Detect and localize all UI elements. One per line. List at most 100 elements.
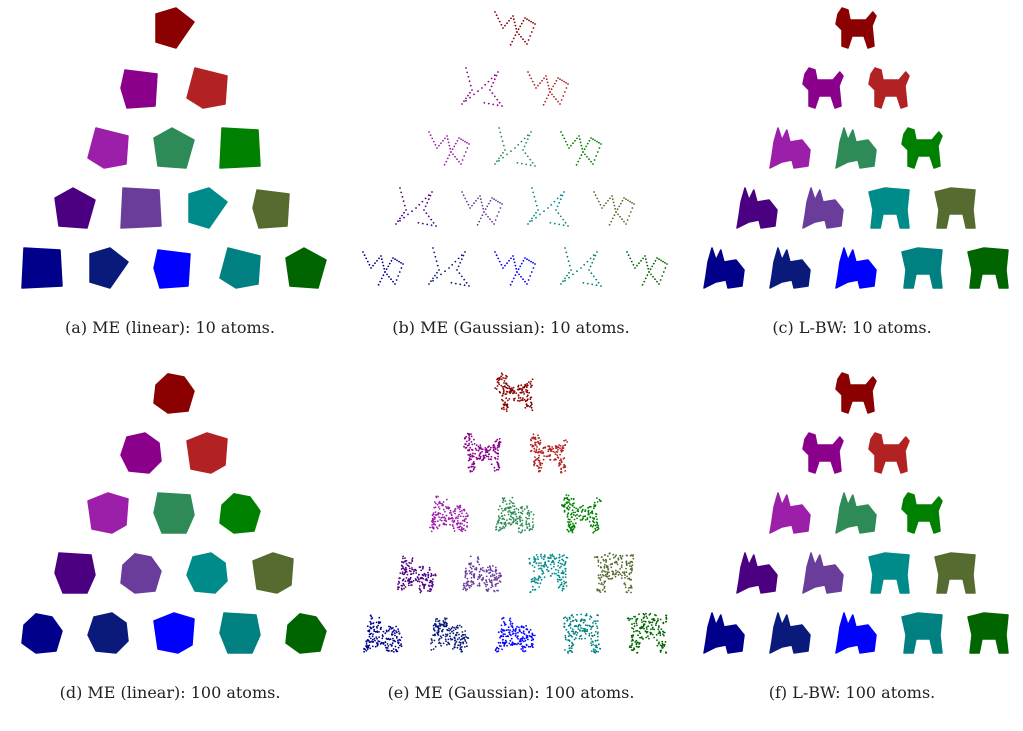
barycenter-shape-r4-c1 — [736, 187, 778, 229]
subfigure-c: (c) L-BW: 10 atoms. — [682, 0, 1022, 365]
barycenter-shape-r5-c3 — [494, 251, 536, 286]
barycenter-shape-r2-c1 — [463, 432, 502, 473]
barycenter-shape-r3-c1 — [769, 127, 811, 169]
barycenter-shape-r2-c1 — [802, 432, 844, 474]
barycenter-shape-r3-c2 — [153, 492, 195, 534]
subfigure-caption: (d) ME (linear): 100 atoms. — [59, 683, 281, 702]
barycenter-shape-r2-c2 — [186, 67, 228, 109]
barycenter-shape-r5-c2 — [769, 247, 811, 289]
barycenter-shape-r5-c1 — [21, 247, 63, 289]
barycenter-shape-r4-c1 — [395, 187, 437, 227]
barycenter-shape-r4-c3 — [527, 187, 569, 227]
barycenter-shape-r2-c1 — [120, 432, 162, 474]
barycenter-shape-r5-c1 — [362, 251, 404, 286]
barycenter-pyramid — [362, 11, 668, 287]
barycenter-shape-r4-c3 — [868, 552, 910, 594]
barycenter-shape-r2-c1 — [802, 67, 844, 109]
barycenter-shape-r5-c2 — [89, 247, 129, 289]
barycenter-shape-r5-c5 — [967, 247, 1009, 289]
barycenter-shape-r5-c4 — [219, 612, 261, 654]
barycenter-shape-r3-c3 — [561, 494, 602, 534]
barycenter-shape-r4-c4 — [593, 191, 635, 226]
barycenter-shape-r5-c4 — [562, 613, 602, 654]
barycenter-shape-r3-c1 — [769, 492, 811, 534]
subfigure-caption: (b) ME (Gaussian): 10 atoms. — [392, 318, 630, 337]
barycenter-shape-r4-c4 — [934, 187, 976, 229]
subfigure-e: (e) ME (Gaussian): 100 atoms. — [341, 365, 681, 730]
barycenter-shape-r4-c3 — [528, 553, 569, 594]
barycenter-shape-r3-c1 — [428, 131, 470, 166]
barycenter-shape-r5-c4 — [901, 247, 943, 289]
barycenter-pyramid — [21, 7, 327, 289]
barycenter-shape-r4-c4 — [593, 552, 635, 594]
barycenter-shape-r3-c3 — [219, 493, 261, 534]
barycenter-shape-r4-c3 — [868, 187, 910, 229]
barycenter-shape-r2-c1 — [120, 69, 158, 109]
barycenter-shape-r3-c2 — [494, 127, 536, 167]
subfigure-d: (d) ME (linear): 100 atoms. — [0, 365, 340, 730]
barycenter-shape-r4-c3 — [186, 552, 228, 594]
barycenter-shape-r5-c2 — [769, 612, 811, 654]
subfigure-a: (a) ME (linear): 10 atoms. — [0, 0, 340, 365]
barycenter-shape-r3-c2 — [835, 127, 877, 169]
barycenter-shape-r4-c2 — [462, 555, 503, 593]
barycenter-shape-r5-c5 — [967, 612, 1009, 654]
barycenter-shape-r5-c1 — [703, 612, 745, 654]
barycenter-shape-r1-c1 — [835, 7, 877, 49]
barycenter-shape-r4-c4 — [252, 189, 290, 229]
barycenter-shape-r4-c1 — [397, 555, 437, 594]
barycenter-shape-r2-c2 — [868, 432, 910, 474]
barycenter-shape-r4-c2 — [120, 553, 162, 594]
barycenter-shape-r1-c1 — [494, 11, 536, 46]
barycenter-shape-r5-c2 — [428, 247, 470, 287]
barycenter-shape-r4-c1 — [54, 552, 96, 594]
barycenter-shape-r3-c2 — [153, 127, 195, 169]
barycenter-shape-r1-c1 — [835, 372, 877, 414]
barycenter-shape-r4-c1 — [54, 187, 96, 229]
barycenter-shape-r1-c1 — [494, 372, 534, 413]
barycenter-shape-r3-c3 — [219, 127, 261, 169]
barycenter-shape-r1-c1 — [153, 373, 195, 414]
barycenter-shape-r5-c5 — [285, 613, 327, 654]
barycenter-shape-r2-c1 — [461, 67, 503, 107]
barycenter-shape-r5-c5 — [626, 251, 668, 286]
barycenter-shape-r5-c4 — [901, 612, 943, 654]
barycenter-shape-r2-c2 — [868, 67, 910, 109]
barycenter-shape-r5-c5 — [626, 612, 668, 654]
barycenter-shape-r5-c1 — [363, 614, 403, 653]
barycenter-shape-r4-c2 — [802, 552, 844, 594]
barycenter-shape-r3-c1 — [87, 127, 129, 169]
barycenter-shape-r4-c2 — [120, 187, 162, 229]
barycenter-shape-r5-c3 — [835, 247, 877, 289]
barycenter-shape-r5-c3 — [494, 616, 536, 653]
barycenter-shape-r4-c1 — [736, 552, 778, 594]
barycenter-shape-r5-c2 — [430, 617, 470, 653]
barycenter-shape-r5-c3 — [153, 249, 191, 289]
barycenter-pyramid — [703, 372, 1009, 654]
barycenter-shape-r5-c3 — [835, 612, 877, 654]
barycenter-pyramid — [21, 373, 327, 654]
barycenter-shape-r3-c1 — [87, 492, 129, 534]
subfigure-caption: (e) ME (Gaussian): 100 atoms. — [387, 683, 635, 702]
barycenter-shape-r3-c3 — [560, 131, 602, 166]
barycenter-shape-r3-c1 — [429, 495, 469, 533]
subfigure-caption: (a) ME (linear): 10 atoms. — [65, 318, 275, 337]
subfigure-f: (f) L-BW: 100 atoms. — [682, 365, 1022, 730]
barycenter-pyramid — [703, 7, 1009, 289]
barycenter-shape-r4-c4 — [934, 552, 976, 594]
subfigure-caption: (c) L-BW: 10 atoms. — [772, 318, 932, 337]
barycenter-shape-r5-c1 — [21, 613, 63, 654]
barycenter-shape-r3-c2 — [835, 492, 877, 534]
barycenter-shape-r4-c2 — [461, 191, 503, 226]
subfigure-caption: (f) L-BW: 100 atoms. — [768, 683, 936, 702]
barycenter-shape-r5-c3 — [153, 612, 195, 654]
barycenter-shape-r2-c2 — [527, 71, 569, 106]
barycenter-shape-r3-c2 — [495, 496, 535, 534]
barycenter-shape-r2-c2 — [529, 433, 568, 474]
barycenter-shape-r4-c4 — [252, 552, 294, 594]
subfigure-b: (b) ME (Gaussian): 10 atoms. — [341, 0, 681, 365]
barycenter-shape-r1-c1 — [155, 7, 195, 49]
barycenter-shape-r4-c3 — [188, 187, 228, 229]
barycenter-shape-r5-c4 — [560, 247, 602, 287]
barycenter-shape-r3-c3 — [901, 127, 943, 169]
